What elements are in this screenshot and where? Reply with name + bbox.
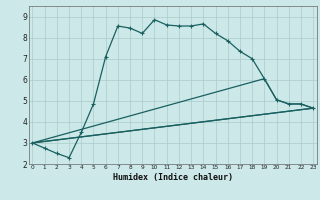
X-axis label: Humidex (Indice chaleur): Humidex (Indice chaleur) — [113, 173, 233, 182]
